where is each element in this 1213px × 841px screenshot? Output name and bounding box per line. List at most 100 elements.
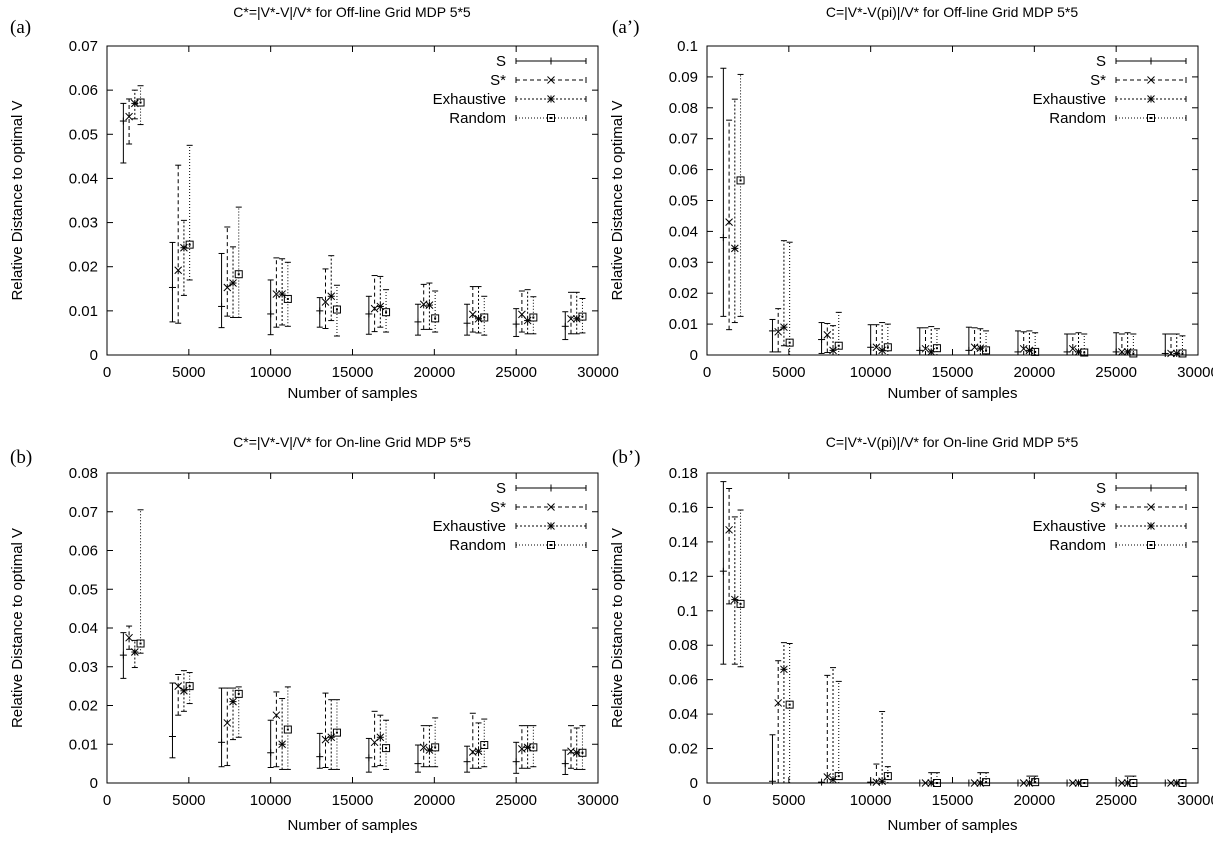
x-tick-label: 25000 — [495, 364, 537, 381]
legend-marker-dot — [550, 544, 552, 546]
panel-letter: (a) — [10, 17, 31, 38]
data-point-box — [1080, 348, 1089, 357]
data-point — [382, 308, 391, 317]
data-point-dot — [788, 341, 791, 344]
data-point-d2 — [921, 344, 930, 353]
data-point-dot — [335, 731, 338, 734]
legend-label: Exhaustive — [1033, 91, 1106, 108]
y-tick-label: 0.09 — [669, 69, 698, 86]
error-bar — [579, 725, 586, 770]
legend-marker-d2 — [547, 522, 555, 530]
legend-marker-d2 — [1147, 76, 1155, 84]
error-bar — [573, 291, 580, 335]
legend-marker-d2 — [547, 95, 555, 103]
data-point — [130, 648, 139, 656]
data-point — [1112, 348, 1120, 356]
data-point — [725, 218, 733, 226]
y-axis-label: Relative Distance to optimal V — [609, 100, 626, 300]
panel-letter: (b) — [10, 447, 32, 468]
data-point — [518, 745, 526, 753]
error-bar — [224, 687, 231, 767]
legend-marker — [1147, 484, 1155, 492]
data-point — [1063, 779, 1071, 787]
data-point — [834, 772, 843, 781]
y-tick-label: 0.02 — [69, 259, 98, 276]
data-point — [327, 292, 336, 301]
data-point-d2 — [774, 699, 783, 707]
legend-marker — [547, 484, 555, 492]
y-tick-label: 0.02 — [69, 698, 98, 715]
data-point-d2 — [1019, 779, 1028, 787]
y-tick-label: 0 — [90, 775, 98, 792]
legend-marker-box — [1147, 114, 1155, 122]
legend-marker-d2 — [547, 503, 555, 511]
data-point-box — [529, 743, 538, 752]
chart-title: C*=|V*-V|/V* for On-line Grid MDP 5*5 — [233, 434, 471, 450]
error-bar — [169, 241, 176, 323]
error-bar — [873, 324, 880, 356]
x-tick-label: 20000 — [1013, 792, 1055, 809]
data-point — [736, 176, 745, 185]
data-point — [1080, 779, 1089, 787]
legend-marker-box — [547, 114, 555, 122]
data-point — [567, 747, 575, 756]
data-point — [768, 777, 776, 785]
data-point-d2 — [174, 682, 183, 690]
error-bar — [530, 296, 537, 335]
data-point-d2 — [223, 719, 232, 727]
data-point-dot — [237, 692, 240, 695]
data-point-d2 — [125, 633, 133, 642]
data-point-d2 — [780, 665, 788, 674]
data-point-d2 — [229, 697, 237, 706]
data-point-d2 — [1167, 779, 1175, 787]
error-bar — [824, 322, 831, 354]
chart-title: C*=|V*-V|/V* for Off-line Grid MDP 5*5 — [233, 4, 471, 20]
data-point — [223, 719, 232, 727]
x-tick-label: 30000 — [577, 364, 619, 381]
error-bar — [235, 206, 242, 318]
error-bar — [273, 257, 280, 328]
plot-frame — [106, 472, 599, 784]
error-bar — [131, 89, 138, 120]
x-tick-label: 25000 — [1095, 792, 1137, 809]
legend-label: S — [496, 53, 506, 70]
data-point-box — [1129, 349, 1138, 358]
data-point-d2 — [780, 323, 788, 332]
data-point-box — [382, 308, 391, 317]
y-tick-label: 0.18 — [669, 465, 698, 482]
x-tick-label: 5000 — [172, 364, 205, 381]
error-bar — [518, 290, 525, 333]
y-axis-label: Relative Distance to optimal V — [9, 100, 26, 300]
error-bar — [432, 290, 439, 333]
data-point-d2 — [278, 740, 286, 749]
error-bar — [469, 286, 476, 333]
series-s-star — [725, 488, 1175, 787]
data-point — [1167, 349, 1175, 358]
y-tick-label: 0.08 — [69, 465, 98, 482]
error-bar — [414, 744, 421, 773]
data-point — [1178, 349, 1187, 358]
data-point-dot — [739, 179, 742, 182]
data-point — [185, 682, 194, 691]
error-bar — [481, 295, 488, 336]
data-point — [1129, 349, 1138, 358]
error-bar — [731, 98, 738, 324]
legend-label: S* — [1090, 499, 1106, 516]
data-point — [1161, 779, 1169, 787]
data-point-d2 — [725, 525, 733, 534]
legend-marker — [1147, 76, 1155, 84]
data-point-box — [1178, 349, 1187, 358]
data-point — [431, 743, 440, 752]
data-point — [365, 754, 373, 762]
error-bar — [426, 282, 433, 330]
legend-marker — [1147, 95, 1155, 103]
error-bar — [780, 642, 787, 784]
data-point — [174, 266, 183, 275]
data-point — [518, 310, 526, 319]
error-bar — [786, 241, 793, 356]
legend-label: S* — [1090, 72, 1106, 89]
data-point — [512, 320, 520, 328]
data-point — [823, 331, 832, 339]
data-point-box — [234, 270, 243, 279]
y-tick-label: 0.01 — [69, 736, 98, 753]
